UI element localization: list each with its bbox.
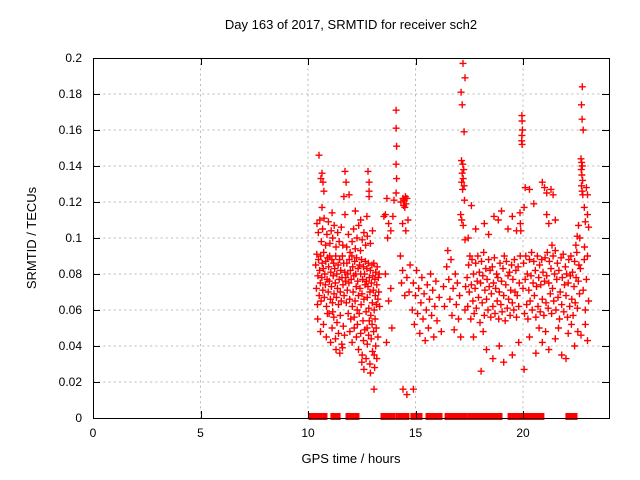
svg-text:5: 5: [197, 426, 204, 440]
svg-text:0.04: 0.04: [59, 339, 83, 353]
grid-lines: [93, 58, 609, 418]
svg-text:0.02: 0.02: [59, 375, 83, 389]
svg-text:0: 0: [75, 411, 82, 425]
svg-text:0.1: 0.1: [65, 231, 82, 245]
svg-text:0.14: 0.14: [59, 159, 83, 173]
svg-text:0.12: 0.12: [59, 195, 83, 209]
svg-text:0.16: 0.16: [59, 123, 83, 137]
svg-text:10: 10: [301, 426, 315, 440]
y-tick-labels: 0 0.02 0.04 0.06 0.08 0.1 0.12 0.14 0.16 0.18 0.2: [59, 51, 83, 425]
x-tick-labels: 0 5 10 15 20: [90, 426, 530, 440]
scatter-points: [312, 59, 593, 399]
x-axis-label: GPS time / hours: [301, 451, 401, 466]
svg-text:0.18: 0.18: [59, 87, 83, 101]
svg-text:0: 0: [90, 426, 97, 440]
svg-text:0.08: 0.08: [59, 267, 83, 281]
chart-title: Day 163 of 2017, SRMTID for receiver sch…: [224, 17, 478, 32]
svg-text:0.06: 0.06: [59, 303, 83, 317]
svg-text:0.2: 0.2: [65, 51, 82, 65]
svg-text:20: 20: [516, 426, 530, 440]
svg-text:15: 15: [409, 426, 423, 440]
tick-marks: [93, 58, 609, 419]
